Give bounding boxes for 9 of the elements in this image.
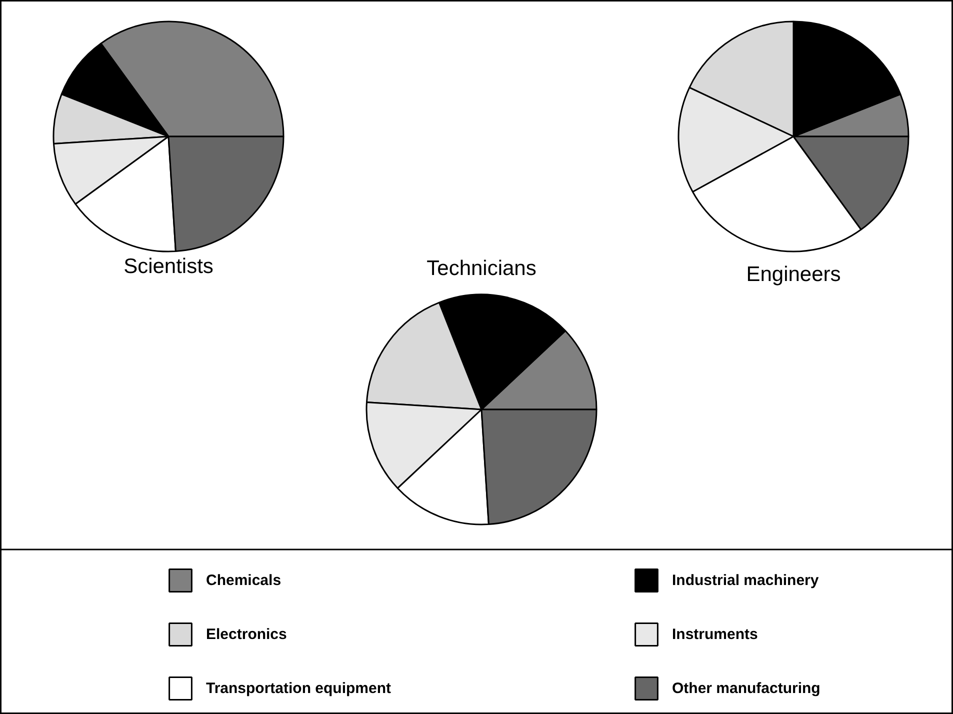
slice-label: Scientists [124,255,214,278]
slice-label: Engineers [746,263,841,286]
legend-label: Electronics [206,626,288,642]
legend-label: Industrial machinery [672,572,820,588]
legend-label: Chemicals [206,572,282,588]
legend-label: Other manufacturing [672,680,822,696]
legend-label: Transportation equipment [206,680,392,696]
legend-label: Instruments [672,626,759,642]
slice-label: Technicians [426,257,536,280]
